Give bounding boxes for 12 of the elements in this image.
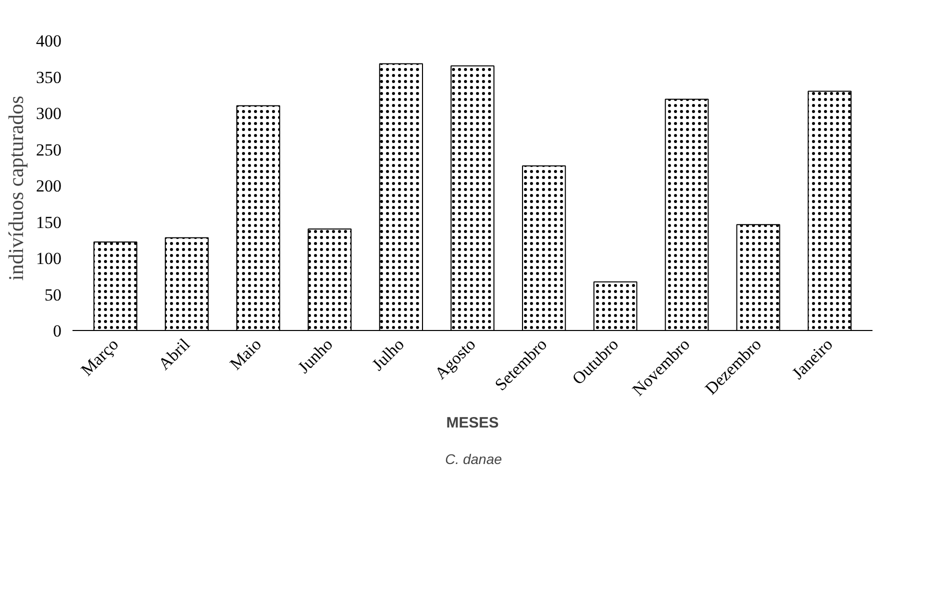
y-tick-label: 100 — [36, 249, 62, 268]
y-tick-label: 400 — [36, 32, 62, 50]
y-tick-label: 0 — [53, 322, 62, 340]
x-axis-title: MESES — [446, 414, 499, 432]
text: C. danae — [445, 451, 502, 467]
y-tick-label: 250 — [36, 140, 62, 160]
y-tick-label: 50 — [44, 285, 62, 304]
y-tick-label: 150 — [36, 212, 62, 232]
y-tick-label: 300 — [36, 104, 62, 123]
y-tick-label: 200 — [36, 176, 62, 196]
y-tick-label: 350 — [36, 68, 62, 87]
y-axis-title: indivíduos capturados — [4, 96, 28, 281]
